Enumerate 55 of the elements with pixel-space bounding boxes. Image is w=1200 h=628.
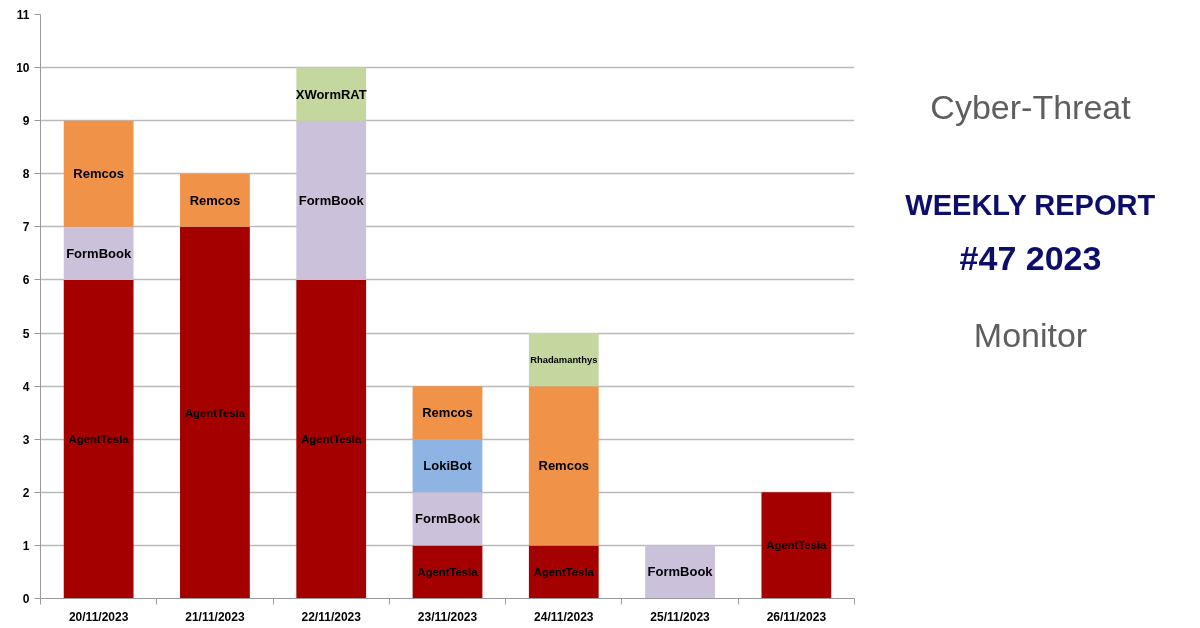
x-tick-label: 25/11/2023 [650,609,711,624]
series-label: LokiBot [423,458,473,474]
x-tick-label: 22/11/2023 [301,609,362,624]
text: FormBook [66,245,132,261]
text: WEEKLY REPORT [905,189,1156,222]
y-tick-label: 5 [22,326,30,341]
text: AgentTesla [301,433,362,446]
x-tick-label: 20/11/2023 [68,609,129,624]
y-tick-label: 10 [16,61,30,76]
bar [412,545,483,599]
y-tick-label: 0 [22,592,30,606]
text: #47 2023 [959,239,1102,278]
bar [412,386,483,440]
text: AgentTesla [766,539,827,552]
text: Monitor [973,316,1088,355]
text: AgentTesla [184,406,245,419]
series-label: AgentTesla [533,565,595,578]
series-label: Rhadamanthys [530,354,598,366]
x-tick-label: 23/11/2023 [417,609,478,624]
text: Remcos [189,192,241,208]
bar [296,279,367,599]
bar [761,492,832,599]
y-tick-label: 1 [22,538,30,553]
x-tick-label: 26/11/2023 [766,609,827,624]
x-tick-label: 21/11/2023 [185,609,245,624]
series-label: Remcos [73,166,124,182]
text: Remcos [422,405,473,421]
y-tick-label: 9 [22,114,30,129]
series-label: FormBook [298,192,365,208]
bar [63,120,134,227]
bar [645,545,715,599]
text: FormBook [647,564,713,580]
series-label: XWormRAT [295,86,367,102]
bar [528,333,599,387]
bar [180,226,250,599]
x-tick-label: 24/11/2023 [534,609,594,624]
bar [528,545,599,599]
y-tick-label: 3 [22,432,30,447]
text: AgentTesla [417,565,478,578]
bar [180,173,250,227]
text: Cyber-Threat [930,88,1132,127]
y-tick-label: 6 [22,273,30,288]
y-tick-label: 2 [22,485,30,500]
y-tick-label: 7 [22,220,30,235]
bar [528,386,599,546]
bar [63,226,134,280]
text: AgentTesla [68,433,129,446]
bar [63,279,134,599]
text: FormBook [415,511,480,527]
bar [296,120,367,280]
text: Remcos [538,458,590,474]
y-tick-label: 8 [22,167,30,182]
bar [412,439,483,493]
y-tick-label: 4 [22,379,30,394]
y-tick-label: 11 [16,8,30,22]
